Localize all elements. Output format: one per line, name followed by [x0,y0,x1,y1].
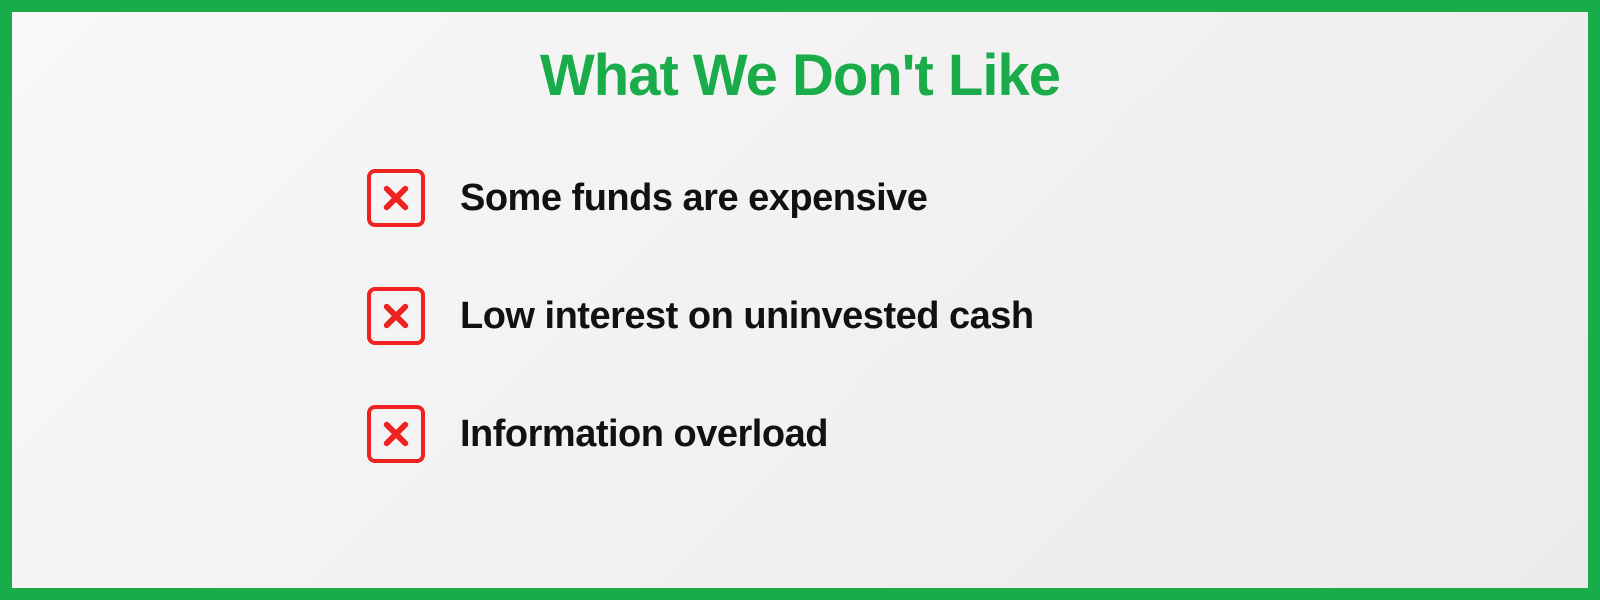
item-label: Low interest on uninvested cash [460,295,1034,338]
card-title: What We Don't Like [540,42,1060,109]
x-icon [382,184,410,212]
x-box-icon [367,169,425,227]
x-box-icon [367,287,425,345]
x-box-icon [367,405,425,463]
items-list: Some funds are expensive Low interest on… [367,169,1034,463]
list-item: Some funds are expensive [367,169,1034,227]
item-label: Some funds are expensive [460,177,927,220]
card-panel: What We Don't Like Some funds are expens… [12,12,1588,588]
list-item: Information overload [367,405,1034,463]
item-label: Information overload [460,413,828,456]
x-icon [382,420,410,448]
x-icon [382,302,410,330]
card-border: What We Don't Like Some funds are expens… [0,0,1600,600]
list-item: Low interest on uninvested cash [367,287,1034,345]
